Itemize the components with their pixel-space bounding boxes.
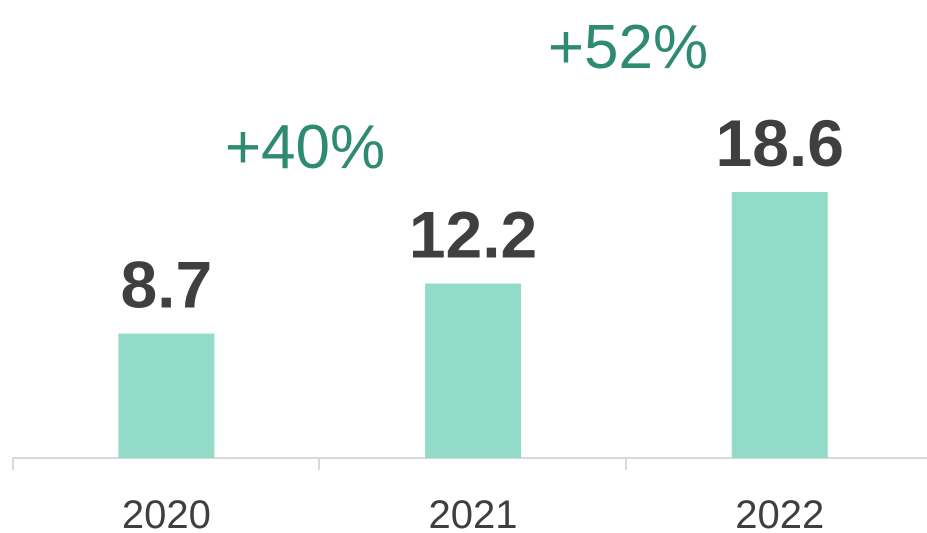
value-label: 12.2 bbox=[409, 198, 537, 272]
x-tick-label: 2022 bbox=[735, 493, 824, 533]
value-label: 8.7 bbox=[120, 248, 212, 322]
x-tick-label: 2020 bbox=[122, 493, 211, 533]
growth-annotation: +52% bbox=[548, 13, 708, 82]
bar bbox=[425, 283, 522, 458]
growth-annotation: +40% bbox=[225, 113, 385, 182]
bar bbox=[118, 333, 215, 458]
value-label: 18.6 bbox=[716, 106, 844, 180]
x-tick-label: 2021 bbox=[429, 493, 518, 533]
bar bbox=[731, 192, 828, 458]
